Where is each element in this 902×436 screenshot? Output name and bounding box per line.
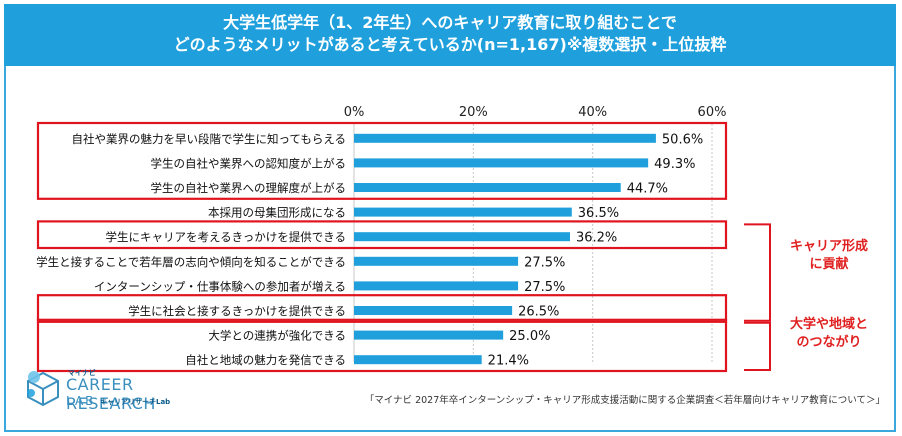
bar <box>354 183 621 192</box>
value-label: 50.6% <box>662 132 703 147</box>
source-note: 「マイナビ 2027年卒インターンシップ・キャリア形成支援活動に関する企業調査＜… <box>364 395 885 406</box>
value-label: 36.5% <box>578 206 619 221</box>
logo-name-line-2: LAB <box>66 394 96 408</box>
bar <box>354 256 519 266</box>
bracket-label-career: キャリア形成 に貢献 <box>774 238 884 274</box>
logo-sub: キャリアリサーチLab <box>100 398 171 406</box>
chart-title-line-1: 大学生低学年（1、2年生）へのキャリア教育に取り組むことで <box>223 13 677 32</box>
value-label: 27.5% <box>524 255 565 270</box>
group-bracket <box>744 223 771 322</box>
category-label: 学生の自社や業界への認知度が上がる <box>151 156 347 170</box>
bracket-label-career-line-2: に貢献 <box>809 257 849 272</box>
chart-title-line-2: どのようなメリットがあると考えているか(n=1,167)※複数選択・上位抜粋 <box>173 35 727 54</box>
value-label: 44.7% <box>627 182 668 197</box>
category-label: 学生に社会と接するきっかけを提供できる <box>128 304 346 318</box>
value-label: 26.5% <box>518 305 559 320</box>
x-tick-label: 40% <box>578 105 607 120</box>
value-label: 21.4% <box>488 354 529 369</box>
highlight-box <box>36 294 728 323</box>
bracket-label-community-line-2: のつながり <box>796 335 862 350</box>
bracket-label-community: 大学や地域と のつながり <box>774 316 884 352</box>
category-label: 自社と地域の魅力を発信できる <box>185 353 346 367</box>
category-label: 学生にキャリアを考えるきっかけを提供できる <box>106 230 346 244</box>
x-tick-label: 0% <box>344 105 365 120</box>
title-bar: 大学生低学年（1、2年生）へのキャリア教育に取り組むことで どのようなメリットが… <box>4 4 896 66</box>
category-label: 学生の自社や業界への理解度が上がる <box>151 181 347 195</box>
highlight-box <box>36 318 728 373</box>
category-label: 本採用の母集団形成になる <box>208 206 346 220</box>
category-label: 自社や業界の魅力を早い段階で学生に知ってもらえる <box>71 132 346 146</box>
career-research-lab-logo: マイナビ CAREER RESEARCH LAB キャリアリサーチLab <box>22 367 202 415</box>
x-tick-label: 20% <box>459 105 488 120</box>
bar <box>354 158 649 168</box>
bracket-label-community-line-1: 大学や地域と <box>789 317 868 332</box>
bar <box>354 133 656 143</box>
category-label: 学生と接することで若年層の志向や傾向を知ることができる <box>36 255 346 269</box>
cube-logo-icon <box>27 371 59 407</box>
logo-brand: マイナビ <box>68 369 96 377</box>
highlight-box <box>36 121 728 200</box>
value-label: 27.5% <box>524 280 565 295</box>
highlight-box <box>36 220 728 250</box>
value-label: 25.0% <box>509 329 550 344</box>
value-label: 49.3% <box>654 157 695 172</box>
bracket-label-career-line-1: キャリア形成 <box>789 239 868 254</box>
group-bracket <box>744 321 771 371</box>
bar <box>354 232 570 242</box>
category-label: インターンシップ・仕事体験への参加者が増える <box>94 279 346 293</box>
logo-name-line-1: CAREER RESEARCH <box>66 375 156 413</box>
x-tick-label: 60% <box>698 105 727 120</box>
category-label: 大学との連携が強化できる <box>208 329 346 343</box>
bar <box>354 281 519 291</box>
bar <box>354 330 504 340</box>
bar <box>354 355 482 365</box>
bar <box>354 207 572 217</box>
value-label: 36.2% <box>576 231 617 246</box>
bar <box>354 306 513 315</box>
